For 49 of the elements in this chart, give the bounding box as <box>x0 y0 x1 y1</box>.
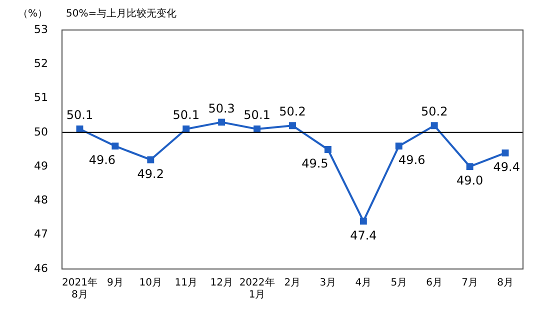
data-label: 50.1 <box>244 108 270 122</box>
text: 50%=与上月比较无变化 <box>66 8 177 20</box>
x-tick-label: 12月 <box>210 278 233 289</box>
y-tick-label: 50 <box>34 125 48 138</box>
data-label: 49.5 <box>302 156 328 171</box>
point <box>218 118 226 126</box>
data-label: 50.1 <box>66 108 94 122</box>
y-tick-label: 48 <box>34 194 48 207</box>
data-label: 50.2 <box>279 104 306 119</box>
data-label: 50.3 <box>208 101 235 116</box>
point <box>324 146 332 153</box>
x-tick-label: 7月 <box>462 278 478 289</box>
data-label: 49.2 <box>137 166 164 181</box>
point <box>502 149 509 156</box>
point <box>466 163 474 170</box>
x-tick-label: 4月 <box>355 278 372 289</box>
x-tick-label: 8月 <box>497 278 514 289</box>
point <box>430 122 438 130</box>
x-tick-label: 5月 <box>390 278 408 289</box>
x-tick-label: 10月 <box>139 278 162 289</box>
x-tick-label: 2021年 8月 <box>62 276 98 301</box>
point <box>395 142 402 150</box>
y-tick-label: 52 <box>34 57 48 70</box>
data-label: 49.6 <box>398 153 426 168</box>
x-tick-label: 6月 <box>426 278 443 289</box>
point <box>147 156 154 164</box>
x-tick-label: 2022年 1月 <box>239 276 275 301</box>
y-tick-label: 49 <box>34 159 48 172</box>
y-tick-label: 47 <box>34 228 48 241</box>
point <box>112 142 119 150</box>
data-label: 49.0 <box>456 174 484 188</box>
data-label: 47.4 <box>350 228 377 242</box>
x-tick-label: 2月 <box>284 278 301 289</box>
y-axis-title: （%） <box>18 8 48 20</box>
y-tick-label: 53 <box>34 22 48 36</box>
data-label: 50.2 <box>420 104 448 119</box>
point <box>289 122 296 130</box>
x-tick-label: 11月 <box>174 278 198 289</box>
point <box>254 126 261 132</box>
x-tick-label: 9月 <box>107 278 124 289</box>
x-tick-label: 3月 <box>320 278 336 289</box>
point <box>182 126 190 132</box>
y-tick-label: 51 <box>34 91 48 104</box>
data-label: 50.1 <box>172 108 200 122</box>
y-tick-label: 46 <box>34 262 48 275</box>
point <box>76 126 84 132</box>
data-label: 49.4 <box>493 160 520 174</box>
data-label: 49.6 <box>88 153 116 168</box>
point <box>360 218 367 225</box>
